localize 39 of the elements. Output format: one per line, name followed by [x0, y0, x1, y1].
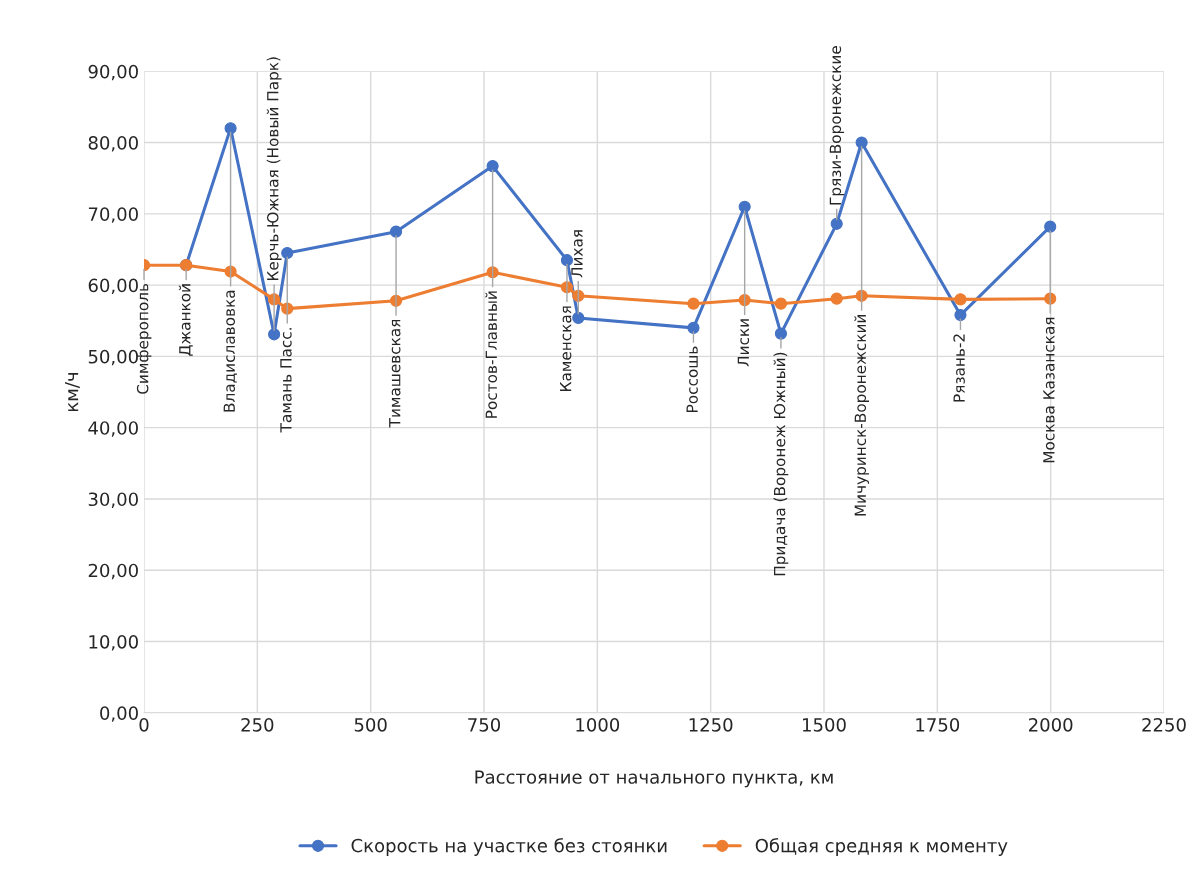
x-tick-label: 2250 [1142, 717, 1186, 732]
annotation: Лиски [737, 319, 750, 367]
y-tick-label: 40,00 [88, 421, 138, 437]
annotation: Тамань Пасс. [280, 328, 292, 433]
y-tick-label: 50,00 [88, 349, 138, 366]
y-tick-label: 30,00 [88, 492, 138, 508]
annotation: Лихая [571, 230, 583, 278]
y-tick-label: 10,00 [89, 634, 138, 651]
annotation: Грязи-Воронежские [829, 46, 845, 205]
annotation: Джанкой [178, 284, 193, 356]
annotation: Мичуринск-Воронежский [854, 315, 870, 516]
y-tick-label: 0,00 [100, 706, 138, 722]
annotation: Россошь [686, 346, 698, 412]
annotation: Тимашевская [389, 319, 401, 428]
annotation: Придача (Воронеж Южный) [773, 352, 789, 576]
y-tick-label: 20,00 [88, 563, 138, 580]
y-tick-label: 70,00 [88, 207, 138, 223]
x-tick-label: 1000 [576, 717, 620, 732]
x-tick-label: 1250 [689, 717, 733, 732]
y-axis-title: км/ч [64, 373, 80, 412]
x-tick-label: 1750 [916, 717, 960, 732]
annotation: Ростов-Главный [485, 291, 498, 418]
annotation: Владиславовка [223, 290, 237, 412]
legend-label: Общая средняя к моменту [755, 838, 1008, 856]
x-axis-title: Расстояние от начального пункта, км [475, 770, 833, 788]
x-tick-label: 250 [241, 717, 274, 732]
annotation: Керчь-Южная (Новый Парк) [266, 57, 282, 281]
x-tick-label: 750 [468, 717, 501, 732]
annotation: Москва Казанская [1043, 317, 1055, 463]
x-tick-label: 2000 [1029, 717, 1073, 732]
annotation: Рязань-2 [953, 334, 965, 402]
legend-label: Скорость на участке без стоянки [351, 838, 667, 856]
y-tick-label: 90,00 [88, 64, 138, 81]
x-tick-label: 0 [139, 717, 149, 732]
x-tick-label: 1500 [803, 717, 846, 732]
y-tick-label: 80,00 [88, 136, 138, 152]
y-tick-label: 60,00 [88, 278, 138, 295]
annotation: Каменская [560, 306, 572, 391]
x-tick-label: 500 [354, 717, 387, 732]
